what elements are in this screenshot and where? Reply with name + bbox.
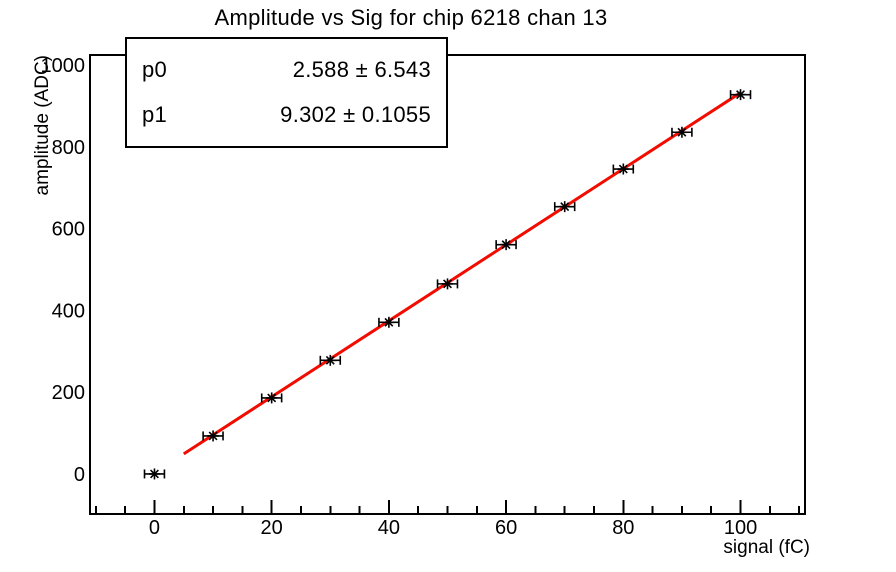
data-point-marker xyxy=(436,278,459,290)
y-axis-title: amplitude (ADC) xyxy=(32,55,53,196)
svg-text:20: 20 xyxy=(261,517,283,539)
stats-row-p0: p0 2.588 ± 6.543 xyxy=(142,57,431,83)
param-value-p1: 9.302 ± 0.1055 xyxy=(280,101,431,127)
svg-text:600: 600 xyxy=(52,219,85,241)
svg-text:80: 80 xyxy=(612,517,634,539)
svg-text:400: 400 xyxy=(52,300,85,322)
param-name-p0: p0 xyxy=(142,57,168,83)
svg-text:200: 200 xyxy=(52,382,85,404)
data-point-marker xyxy=(202,430,224,442)
svg-text:40: 40 xyxy=(378,517,400,539)
svg-text:0: 0 xyxy=(74,464,85,486)
svg-text:100: 100 xyxy=(724,517,757,539)
data-point-marker xyxy=(553,201,576,213)
plot-title: Amplitude vs Sig for chip 6218 chan 13 xyxy=(214,5,608,30)
x-axis-title: signal (fC) xyxy=(723,537,810,558)
data-point-marker xyxy=(260,392,283,404)
svg-text:0: 0 xyxy=(149,517,160,539)
data-point-marker xyxy=(671,126,693,138)
param-value-p0: 2.588 ± 6.543 xyxy=(292,57,431,83)
data-point-marker xyxy=(729,89,752,101)
data-point-marker xyxy=(612,163,635,175)
y-axis: 0 200 400 600 800 1000 xyxy=(41,55,86,486)
fit-stats-box: p0 2.588 ± 6.543 p1 9.302 ± 0.1055 xyxy=(125,37,448,148)
data-point-marker xyxy=(378,316,400,328)
x-axis: 0 20 40 60 80 100 xyxy=(94,500,801,539)
param-name-p1: p1 xyxy=(142,101,168,127)
data-point-marker xyxy=(319,354,342,366)
stats-row-p1: p1 9.302 ± 0.1055 xyxy=(142,102,431,128)
data-point-marker xyxy=(143,468,166,480)
svg-text:60: 60 xyxy=(495,517,517,539)
data-points xyxy=(143,89,752,480)
svg-text:1000: 1000 xyxy=(41,55,86,77)
data-point-marker xyxy=(495,239,517,251)
svg-text:800: 800 xyxy=(52,137,85,159)
fit-line xyxy=(182,91,742,456)
